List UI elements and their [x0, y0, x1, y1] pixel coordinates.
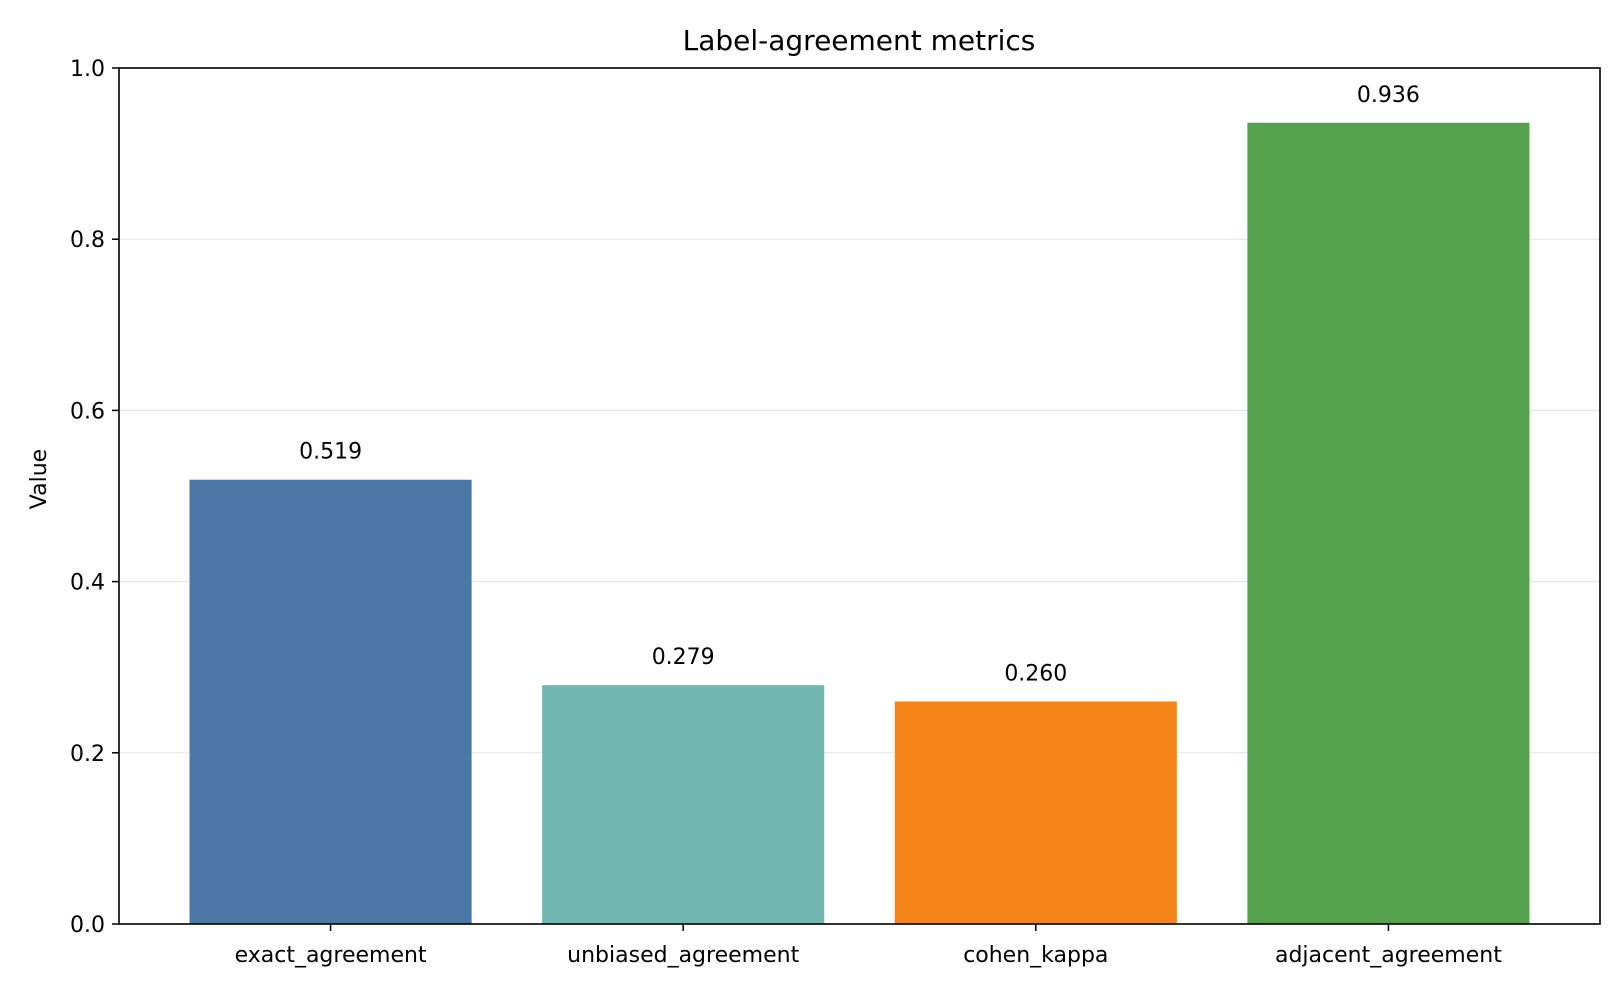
- bars: [189, 122, 1530, 924]
- bar-exact-agreement: [189, 479, 472, 924]
- plot-frame: [118, 67, 1601, 925]
- y-tick-label: 0.0: [70, 913, 105, 938]
- x-tick-label: unbiased_agreement: [567, 943, 799, 968]
- x-tick-label: exact_agreement: [235, 943, 427, 968]
- data-label: 0.279: [652, 645, 715, 670]
- y-tick-label: 0.4: [70, 571, 105, 596]
- y-tick-label: 0.2: [70, 742, 105, 767]
- data-label: 0.260: [1004, 661, 1067, 686]
- bar-adjacent-agreement: [1247, 122, 1530, 924]
- y-tick-label: 0.8: [70, 228, 105, 253]
- bar-cohen-kappa: [894, 701, 1177, 924]
- data-label: 0.519: [299, 440, 362, 465]
- x-tick-label: cohen_kappa: [963, 943, 1108, 968]
- y-tick-label: 1.0: [70, 57, 105, 82]
- y-tick-label: 0.6: [70, 399, 105, 424]
- bar-unbiased-agreement: [542, 685, 825, 924]
- chart-title: Label-agreement metrics: [683, 24, 1036, 57]
- axes: exact_agreement unbiased_agreement cohen_k…: [70, 57, 1601, 968]
- x-tick-label: adjacent_agreement: [1275, 943, 1502, 968]
- data-label: 0.936: [1357, 83, 1420, 108]
- y-axis-title: Value: [27, 449, 52, 509]
- data-labels: 0.519 0.279 0.260 0.936: [299, 83, 1420, 687]
